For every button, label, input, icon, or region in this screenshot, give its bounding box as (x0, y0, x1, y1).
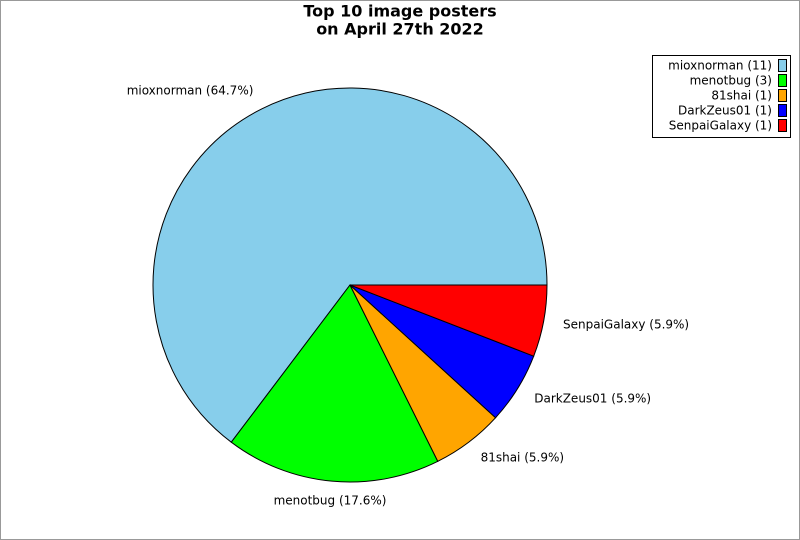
legend-swatch (778, 89, 787, 102)
slice-label: mioxnorman (64.7%) (127, 84, 254, 98)
pie-slice (230, 284, 439, 483)
slice-label: 81shai (5.9%) (481, 450, 564, 464)
legend-label: mioxnorman (11) (668, 59, 772, 73)
legend-label: DarkZeus01 (1) (678, 104, 772, 118)
legend-label: SenpaiGalaxy (1) (669, 119, 772, 133)
pie-slice (349, 284, 548, 357)
legend-box (652, 55, 791, 138)
legend-label: 81shai (1) (711, 89, 772, 103)
legend-swatch (778, 59, 787, 72)
slice-label: menotbug (17.6%) (274, 493, 387, 507)
legend-swatch (778, 74, 787, 87)
legend-swatch (778, 119, 787, 132)
chart-title: Top 10 image posters (303, 2, 496, 21)
slice-label: SenpaiGalaxy (5.9%) (563, 317, 689, 331)
legend-label: menotbug (3) (690, 74, 772, 88)
legend-swatch (778, 104, 787, 117)
chart-title: on April 27th 2022 (316, 20, 484, 39)
slice-label: DarkZeus01 (5.9%) (534, 392, 651, 406)
pie-slice (152, 87, 548, 443)
